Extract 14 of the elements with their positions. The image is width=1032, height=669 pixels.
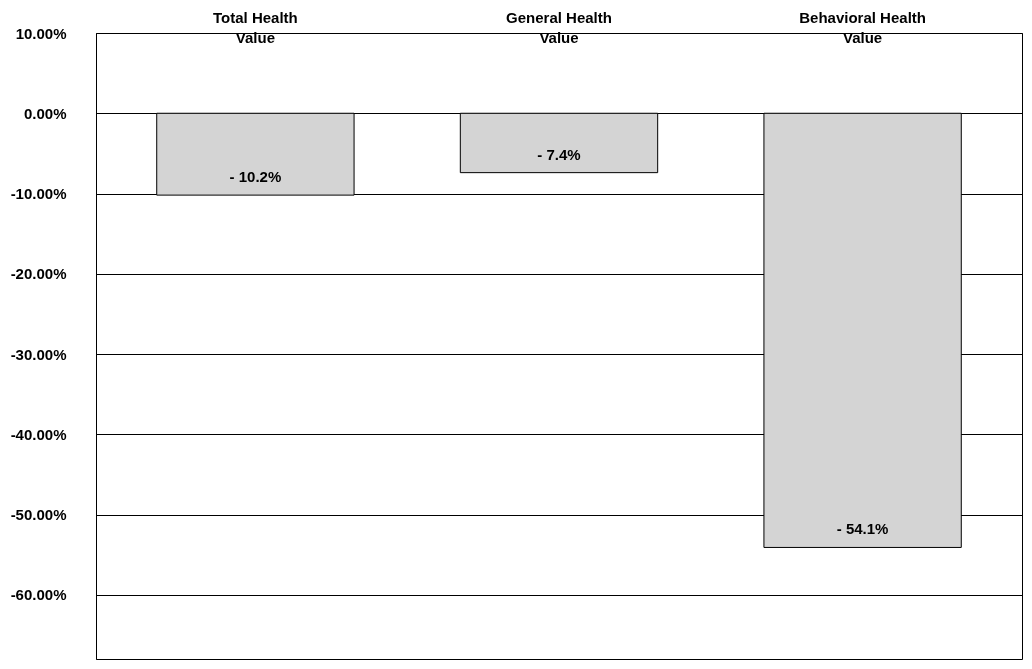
data-label: - 7.4%	[537, 145, 581, 163]
y-tick-label: -40.00%	[10, 425, 67, 443]
x-tick-label: Behavioral Health Value	[799, 8, 926, 46]
x-tick-label: General Health Value	[506, 8, 612, 46]
y-tick-label: -10.00%	[10, 185, 67, 203]
y-tick-label: -30.00%	[10, 345, 67, 363]
x-tick-label: Total Health Value	[213, 8, 298, 46]
y-tick-label: -60.00%	[10, 586, 67, 604]
data-label: - 10.2%	[229, 168, 282, 186]
y-tick-label: 0.00%	[23, 104, 67, 122]
y-tick-label: -20.00%	[10, 265, 67, 283]
y-tick-label: 10.00%	[15, 24, 67, 42]
y-tick-label: -50.00%	[10, 506, 67, 524]
data-label: - 54.1%	[836, 520, 889, 538]
